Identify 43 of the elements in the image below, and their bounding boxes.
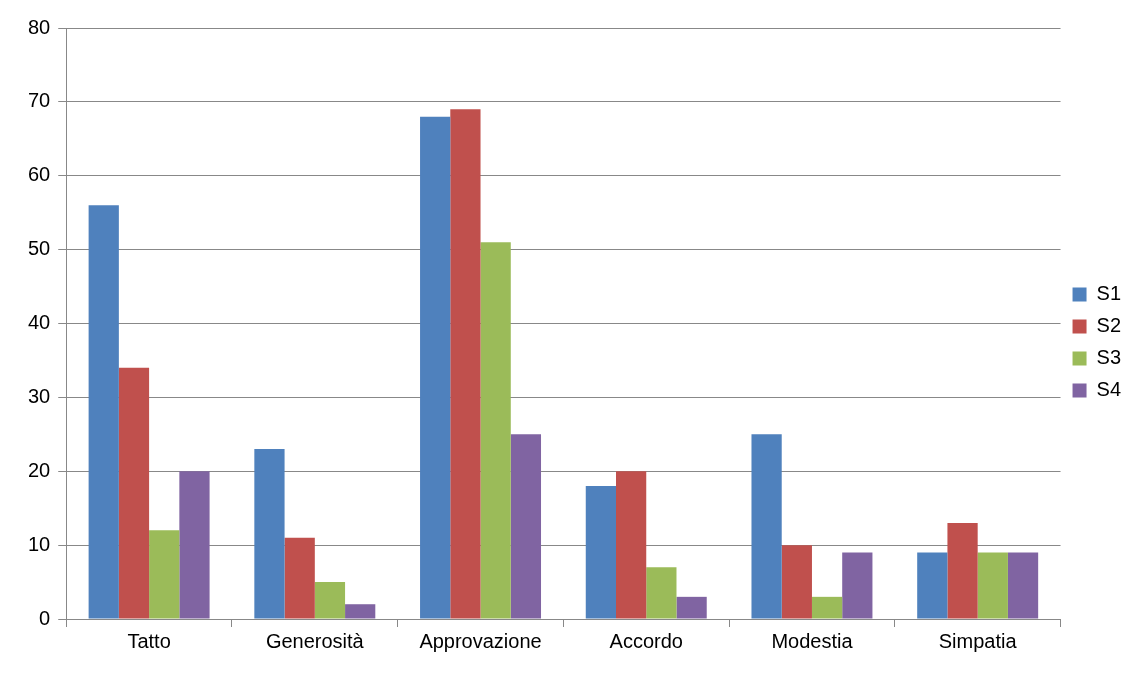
y-tick-label: 50 [28,237,51,260]
bar [811,596,843,619]
y-tick-label: 30 [28,384,51,407]
bar [510,434,542,619]
bar [977,552,1008,619]
bar [646,567,677,619]
x-tick-label: Approvazione [419,629,542,652]
y-tick-label: 40 [28,311,51,334]
bar [88,205,119,619]
bar [1007,552,1039,619]
x-tick-label: Generosità [265,629,365,652]
bar [676,596,707,619]
bar [842,552,873,619]
bar [118,367,150,619]
y-tick-label: 60 [28,163,51,186]
bar [345,604,376,619]
bar [179,471,210,619]
legend-label: S1 [1096,282,1122,305]
bar [947,522,978,619]
y-tick-label: 80 [28,15,51,38]
x-tick-label: Modestia [771,629,854,652]
bar [314,582,346,619]
bar [284,537,315,619]
bar [585,486,617,619]
y-tick-label: 10 [28,532,51,555]
bar [480,242,511,619]
legend-label: S3 [1096,346,1122,369]
bar [751,434,782,619]
bar [917,552,948,619]
bar [450,109,481,619]
legend-label: S4 [1096,378,1122,401]
legend-label: S2 [1096,314,1122,337]
y-tick-label: 0 [39,606,51,629]
bar [254,449,285,619]
bar [781,545,812,619]
bar [149,530,180,619]
x-tick-label: Accordo [609,629,683,652]
x-tick-label: Simpatia [938,629,1018,652]
y-tick-label: 70 [28,89,51,112]
x-tick-label: Tatto [127,629,171,652]
bar [616,471,647,619]
y-tick-label: 20 [28,458,51,481]
bar [420,116,451,619]
